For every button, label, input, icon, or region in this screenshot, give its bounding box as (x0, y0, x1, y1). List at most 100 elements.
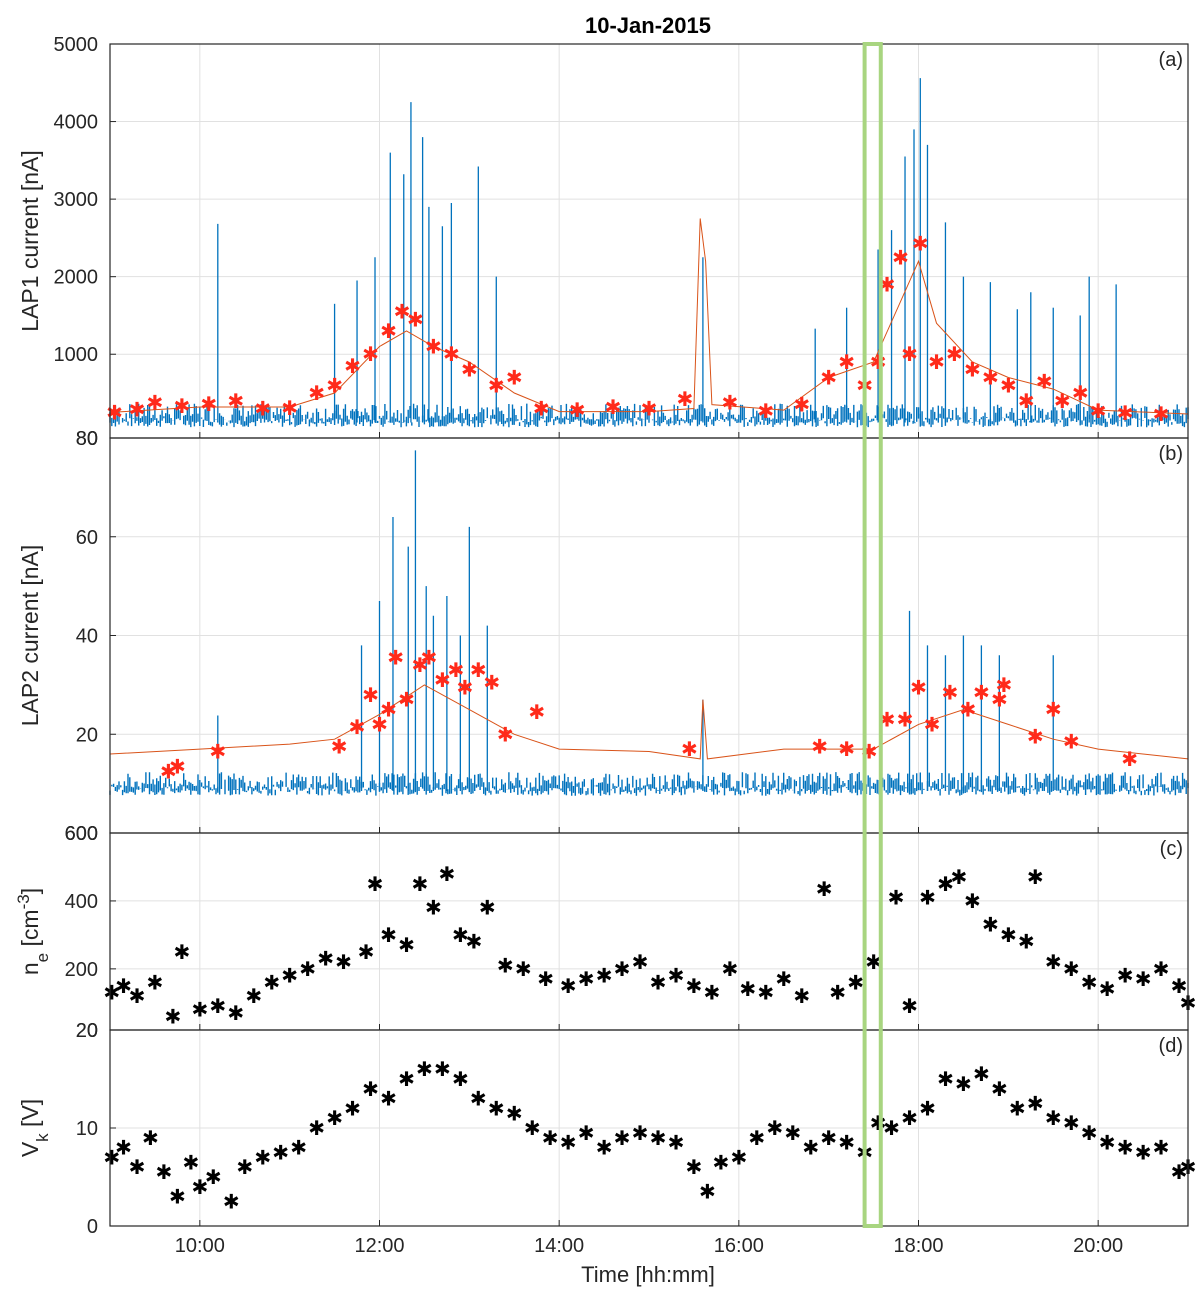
peak-marker: ✱ (1054, 389, 1071, 413)
data-point: ✱ (937, 1067, 954, 1091)
data-point: ✱ (937, 872, 954, 896)
peak-marker: ✱ (681, 737, 698, 761)
y-axis-label-unit-close: ] (17, 888, 43, 894)
y-tick-label: 1000 (54, 344, 99, 366)
data-point: ✱ (964, 889, 981, 913)
data-point: ✱ (757, 981, 774, 1005)
data-point: ✱ (398, 1067, 415, 1091)
data-point: ✱ (784, 1121, 801, 1145)
peak-marker: ✱ (394, 300, 411, 324)
peak-marker: ✱ (147, 390, 164, 414)
peak-marker: ✱ (362, 342, 379, 366)
peak-marker: ✱ (506, 366, 523, 390)
peak-marker: ✱ (1045, 698, 1062, 722)
peak-marker: ✱ (497, 722, 514, 746)
data-point: ✱ (982, 913, 999, 937)
data-point: ✱ (434, 1057, 451, 1081)
peak-marker: ✱ (412, 653, 429, 677)
data-point: ✱ (1045, 950, 1062, 974)
peak-marker: ✱ (924, 712, 941, 736)
data-point: ✱ (865, 950, 882, 974)
panel-label: (a) (1159, 49, 1183, 71)
data-point: ✱ (425, 896, 442, 920)
data-point: ✱ (614, 957, 631, 981)
peak-marker: ✱ (470, 658, 487, 682)
data-point: ✱ (488, 1096, 505, 1120)
data-point: ✱ (955, 1072, 972, 1096)
y-axis-label-unit: [cm (17, 909, 43, 952)
data-point: ✱ (506, 1101, 523, 1125)
peak-marker: ✱ (349, 715, 366, 739)
data-point: ✱ (524, 1116, 541, 1140)
data-point: ✱ (712, 1150, 729, 1174)
data-point: ✱ (888, 886, 905, 910)
series-noise-band (109, 772, 1189, 796)
peak-marker: ✱ (461, 358, 478, 382)
data-point: ✱ (542, 1126, 559, 1150)
peak-marker: ✱ (407, 307, 424, 331)
data-point: ✱ (537, 967, 554, 991)
data-point: ✱ (358, 940, 375, 964)
data-point: ✱ (883, 1116, 900, 1140)
y-axis-label-main: n (17, 962, 43, 975)
data-point: ✱ (308, 1116, 325, 1140)
data-point: ✱ (793, 984, 810, 1008)
peak-marker: ✱ (721, 390, 738, 414)
data-point: ✱ (236, 1155, 253, 1179)
data-point: ✱ (452, 923, 469, 947)
data-point: ✱ (272, 1141, 289, 1165)
peak-marker: ✱ (1090, 399, 1107, 423)
data-point: ✱ (686, 974, 703, 998)
peak-marker: ✱ (344, 354, 361, 378)
data-point: ✱ (1135, 1141, 1152, 1165)
peak-marker: ✱ (897, 707, 914, 731)
data-point: ✱ (344, 1096, 361, 1120)
data-point: ✱ (147, 970, 164, 994)
data-point: ✱ (973, 1062, 990, 1086)
peak-marker: ✱ (901, 342, 918, 366)
data-point: ✱ (668, 964, 685, 988)
data-point: ✱ (398, 933, 415, 957)
data-point: ✱ (191, 998, 208, 1022)
peak-marker: ✱ (870, 350, 887, 374)
peak-marker: ✱ (533, 397, 550, 421)
peak-marker: ✱ (227, 389, 244, 413)
highlight-interval (862, 42, 883, 1228)
panel-label: (b) (1159, 443, 1183, 465)
data-point: ✱ (901, 994, 918, 1018)
peak-marker: ✱ (209, 740, 226, 764)
data-point: ✱ (362, 1077, 379, 1101)
peak-marker: ✱ (169, 754, 186, 778)
x-tick-label: 10:00 (175, 1235, 225, 1257)
y-axis-label: Vk [V] (17, 1099, 52, 1157)
y-axis-label-unit-close: [V] (17, 1099, 43, 1134)
peak-marker: ✱ (973, 680, 990, 704)
y-tick-label: 400 (65, 891, 98, 913)
data-point: ✱ (317, 947, 334, 971)
peak-marker: ✱ (1018, 389, 1035, 413)
data-point: ✱ (1117, 964, 1134, 988)
peak-marker: ✱ (677, 387, 694, 411)
x-tick-label: 16:00 (714, 1235, 764, 1257)
data-point: ✱ (820, 1126, 837, 1150)
y-tick-label: 40 (76, 626, 98, 648)
peak-marker: ✱ (960, 698, 977, 722)
series-envelope-line (109, 218, 1189, 415)
data-point: ✱ (1081, 1121, 1098, 1145)
peak-marker: ✱ (173, 394, 190, 418)
peak-marker: ✱ (425, 334, 442, 358)
data-point: ✱ (560, 974, 577, 998)
y-axis-label-subscript: k (33, 1133, 52, 1142)
peak-marker: ✱ (892, 245, 909, 269)
peak-marker: ✱ (1036, 369, 1053, 393)
peak-marker: ✱ (838, 737, 855, 761)
peak-marker: ✱ (910, 675, 927, 699)
data-point: ✱ (775, 967, 792, 991)
data-point: ✱ (1063, 957, 1080, 981)
data-point: ✱ (901, 1106, 918, 1130)
y-axis-label: LAP1 current [nA] (17, 150, 43, 332)
data-point: ✱ (367, 872, 384, 896)
peak-marker: ✱ (879, 707, 896, 731)
data-point: ✱ (515, 957, 532, 981)
data-point: ✱ (465, 930, 482, 954)
